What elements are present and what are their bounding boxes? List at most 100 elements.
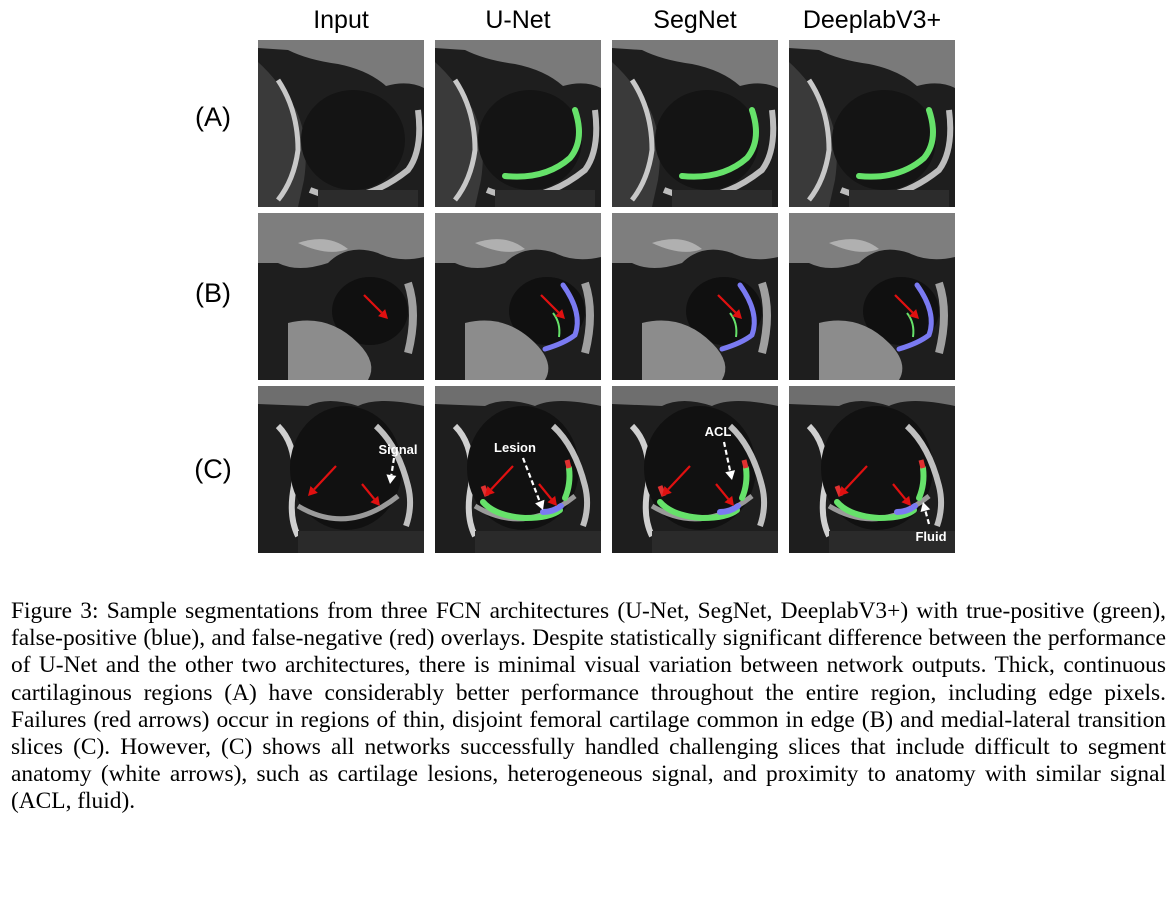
red-failure-arrow <box>361 483 380 506</box>
tendon-band <box>475 239 525 252</box>
false-positive-overlay <box>719 282 757 352</box>
mri-panel-c-unet: Lesion <box>435 386 601 553</box>
red-failure-arrow <box>839 465 868 496</box>
muscle-region <box>612 40 778 88</box>
white-annotation-arrow <box>722 441 736 480</box>
femoral-condyle <box>332 277 408 345</box>
red-failure-arrow <box>363 294 388 319</box>
column-header-input: Input <box>313 6 369 34</box>
false-negative-overlay <box>918 459 926 469</box>
muscle-region <box>789 386 955 406</box>
muscle-region <box>435 40 601 88</box>
mri-panel-b-input <box>258 213 424 380</box>
posterior-signal <box>904 423 945 527</box>
red-failure-arrow <box>717 294 742 319</box>
muscle-region <box>612 386 778 406</box>
annotation-signal: Signal <box>378 442 417 457</box>
tendon-band <box>275 78 301 202</box>
mri-panel-c-deeplabv3: Fluid <box>789 386 955 553</box>
white-annotation-arrow <box>386 457 397 484</box>
cartilage-signal <box>296 494 400 522</box>
tibia-region <box>495 190 595 207</box>
posterior-signal <box>550 423 591 527</box>
annotation-acl: ACL <box>705 424 732 439</box>
tibia-region <box>298 531 424 553</box>
tibia-region <box>652 531 778 553</box>
column-header-deeplabv3: DeeplabV3+ <box>802 6 942 34</box>
muscle-region <box>789 213 955 268</box>
mri-panel-a-unet <box>435 40 601 207</box>
tendon-band <box>298 239 348 252</box>
red-failure-arrow <box>662 465 691 496</box>
tibia-region <box>318 190 418 207</box>
true-positive-overlay <box>657 499 740 522</box>
mri-panel-c-input: Signal <box>258 386 424 553</box>
muscle-region <box>435 213 601 268</box>
mri-panel-b-deeplabv3 <box>789 213 955 380</box>
false-positive-overlay <box>896 282 934 352</box>
true-positive-overlay <box>856 107 936 180</box>
tendon-band <box>829 239 879 252</box>
muscle-region <box>258 386 424 406</box>
muscle-region <box>612 213 778 268</box>
true-positive-overlay <box>906 312 915 338</box>
false-negative-overlay <box>564 459 572 469</box>
mri-panel-a-input <box>258 40 424 207</box>
fat-pad-region <box>288 320 372 380</box>
fat-pad-region <box>819 320 903 380</box>
true-positive-overlay <box>552 312 561 338</box>
red-failure-arrow <box>308 465 337 496</box>
tibia-region <box>829 531 955 553</box>
tibia-region <box>475 531 601 553</box>
posterior-signal <box>727 423 768 527</box>
annotation-lesion: Lesion <box>494 440 536 455</box>
column-header-segnet: SegNet <box>653 6 737 34</box>
posterior-signal <box>935 281 948 354</box>
femoral-condyle <box>301 90 405 190</box>
posterior-signal <box>373 423 414 527</box>
tibia-region <box>849 190 949 207</box>
false-positive-overlay <box>542 282 580 352</box>
true-positive-overlay <box>502 107 582 180</box>
true-positive-overlay <box>679 107 759 180</box>
false-positive-overlay <box>894 503 918 515</box>
false-positive-overlay <box>540 503 564 515</box>
red-failure-arrow <box>715 483 734 506</box>
fat-pad-region <box>465 320 549 380</box>
tendon-band <box>629 78 655 202</box>
posterior-signal <box>581 281 594 354</box>
muscle-region <box>258 213 424 268</box>
false-negative-overlay <box>741 459 749 469</box>
muscle-region <box>789 40 955 88</box>
true-positive-overlay <box>739 465 750 501</box>
tendon-band <box>452 78 478 202</box>
muscle-region <box>435 386 601 406</box>
annotation-fluid: Fluid <box>915 529 946 544</box>
true-positive-overlay <box>729 312 738 338</box>
posterior-signal <box>758 281 771 354</box>
figure-caption: Figure 3: Sample segmentations from thre… <box>11 598 1166 815</box>
true-positive-overlay <box>916 465 927 501</box>
muscle-region <box>258 40 424 88</box>
white-annotation-arrow <box>521 457 545 510</box>
red-failure-arrow <box>538 483 557 506</box>
red-failure-arrow <box>892 483 911 506</box>
mri-panel-c-segnet: ACL <box>612 386 778 553</box>
white-annotation-arrow <box>920 502 931 525</box>
mri-panel-b-unet <box>435 213 601 380</box>
mri-panel-a-segnet <box>612 40 778 207</box>
mri-panel-b-segnet <box>612 213 778 380</box>
fat-pad-region <box>642 320 726 380</box>
mri-panel-a-deeplabv3 <box>789 40 955 207</box>
true-positive-overlay <box>834 499 917 522</box>
red-failure-arrow <box>485 465 514 496</box>
tendon-band <box>652 239 702 252</box>
true-positive-overlay <box>480 499 563 522</box>
posterior-signal <box>404 281 417 354</box>
tibia-region <box>672 190 772 207</box>
true-positive-overlay <box>562 465 573 501</box>
red-failure-arrow <box>894 294 919 319</box>
row-label-b: (B) <box>195 278 231 308</box>
row-label-c: (C) <box>194 454 232 484</box>
row-label-a: (A) <box>195 102 231 132</box>
